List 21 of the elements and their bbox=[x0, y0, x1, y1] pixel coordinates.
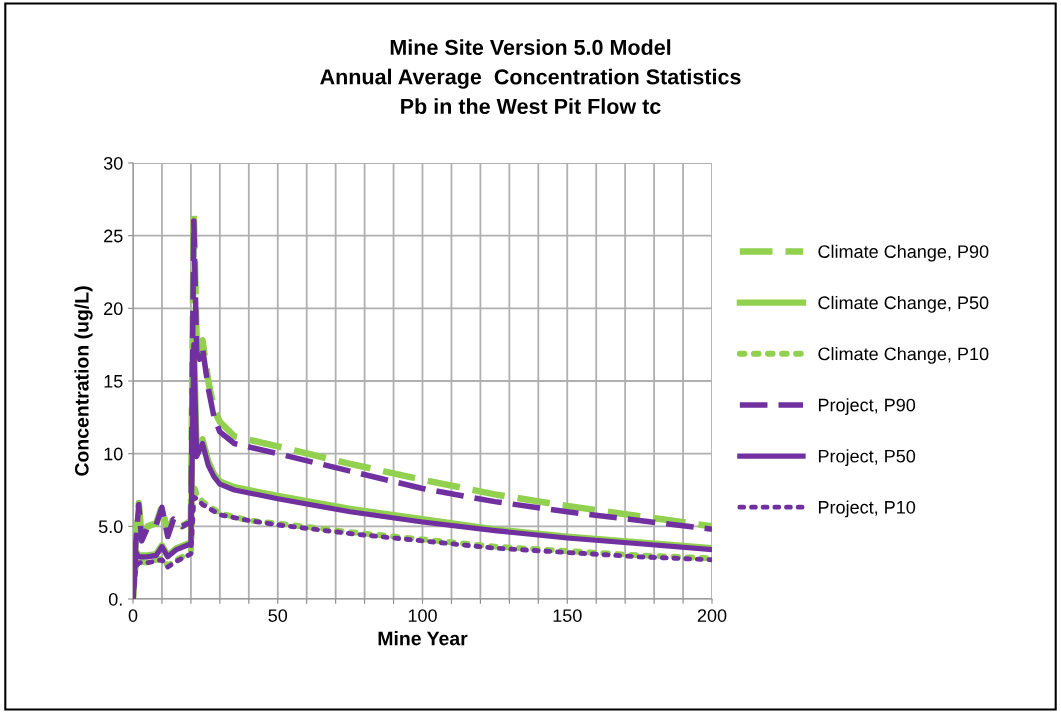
legend-label: Climate Change, P50 bbox=[818, 295, 989, 313]
y-tick-label: 10 bbox=[104, 447, 123, 461]
x-tick-label: 50 bbox=[268, 609, 288, 622]
x-tick-label: 150 bbox=[553, 609, 582, 622]
y-tick-label: 15 bbox=[104, 375, 123, 388]
y-tick-label: 30 bbox=[103, 156, 123, 170]
legend-label: Project, P10 bbox=[818, 500, 916, 518]
legend-label: Climate Change, P10 bbox=[818, 347, 989, 364]
x-axis-title: Mine Year bbox=[378, 631, 468, 646]
legend-label: Project, P90 bbox=[818, 398, 916, 415]
y-tick-label: 0. bbox=[108, 592, 122, 606]
x-tick-label: 200 bbox=[697, 609, 727, 622]
chart-title: Mine Site Version 5.0 Model Annual Average Concentration Statistics Pb in the West Pit Flow tc bbox=[320, 39, 741, 114]
legend-label: Project, P50 bbox=[818, 449, 916, 467]
y-axis-title: Concentration (ug/L) bbox=[74, 286, 93, 476]
y-tick-label: 5.0 bbox=[98, 520, 123, 534]
legend-label: Climate Change, P90 bbox=[818, 244, 989, 262]
x-tick-label: 100 bbox=[408, 609, 437, 622]
y-tick-label: 25 bbox=[104, 229, 123, 243]
x-tick-label: 0 bbox=[128, 609, 138, 622]
y-tick-label: 20 bbox=[104, 302, 123, 316]
